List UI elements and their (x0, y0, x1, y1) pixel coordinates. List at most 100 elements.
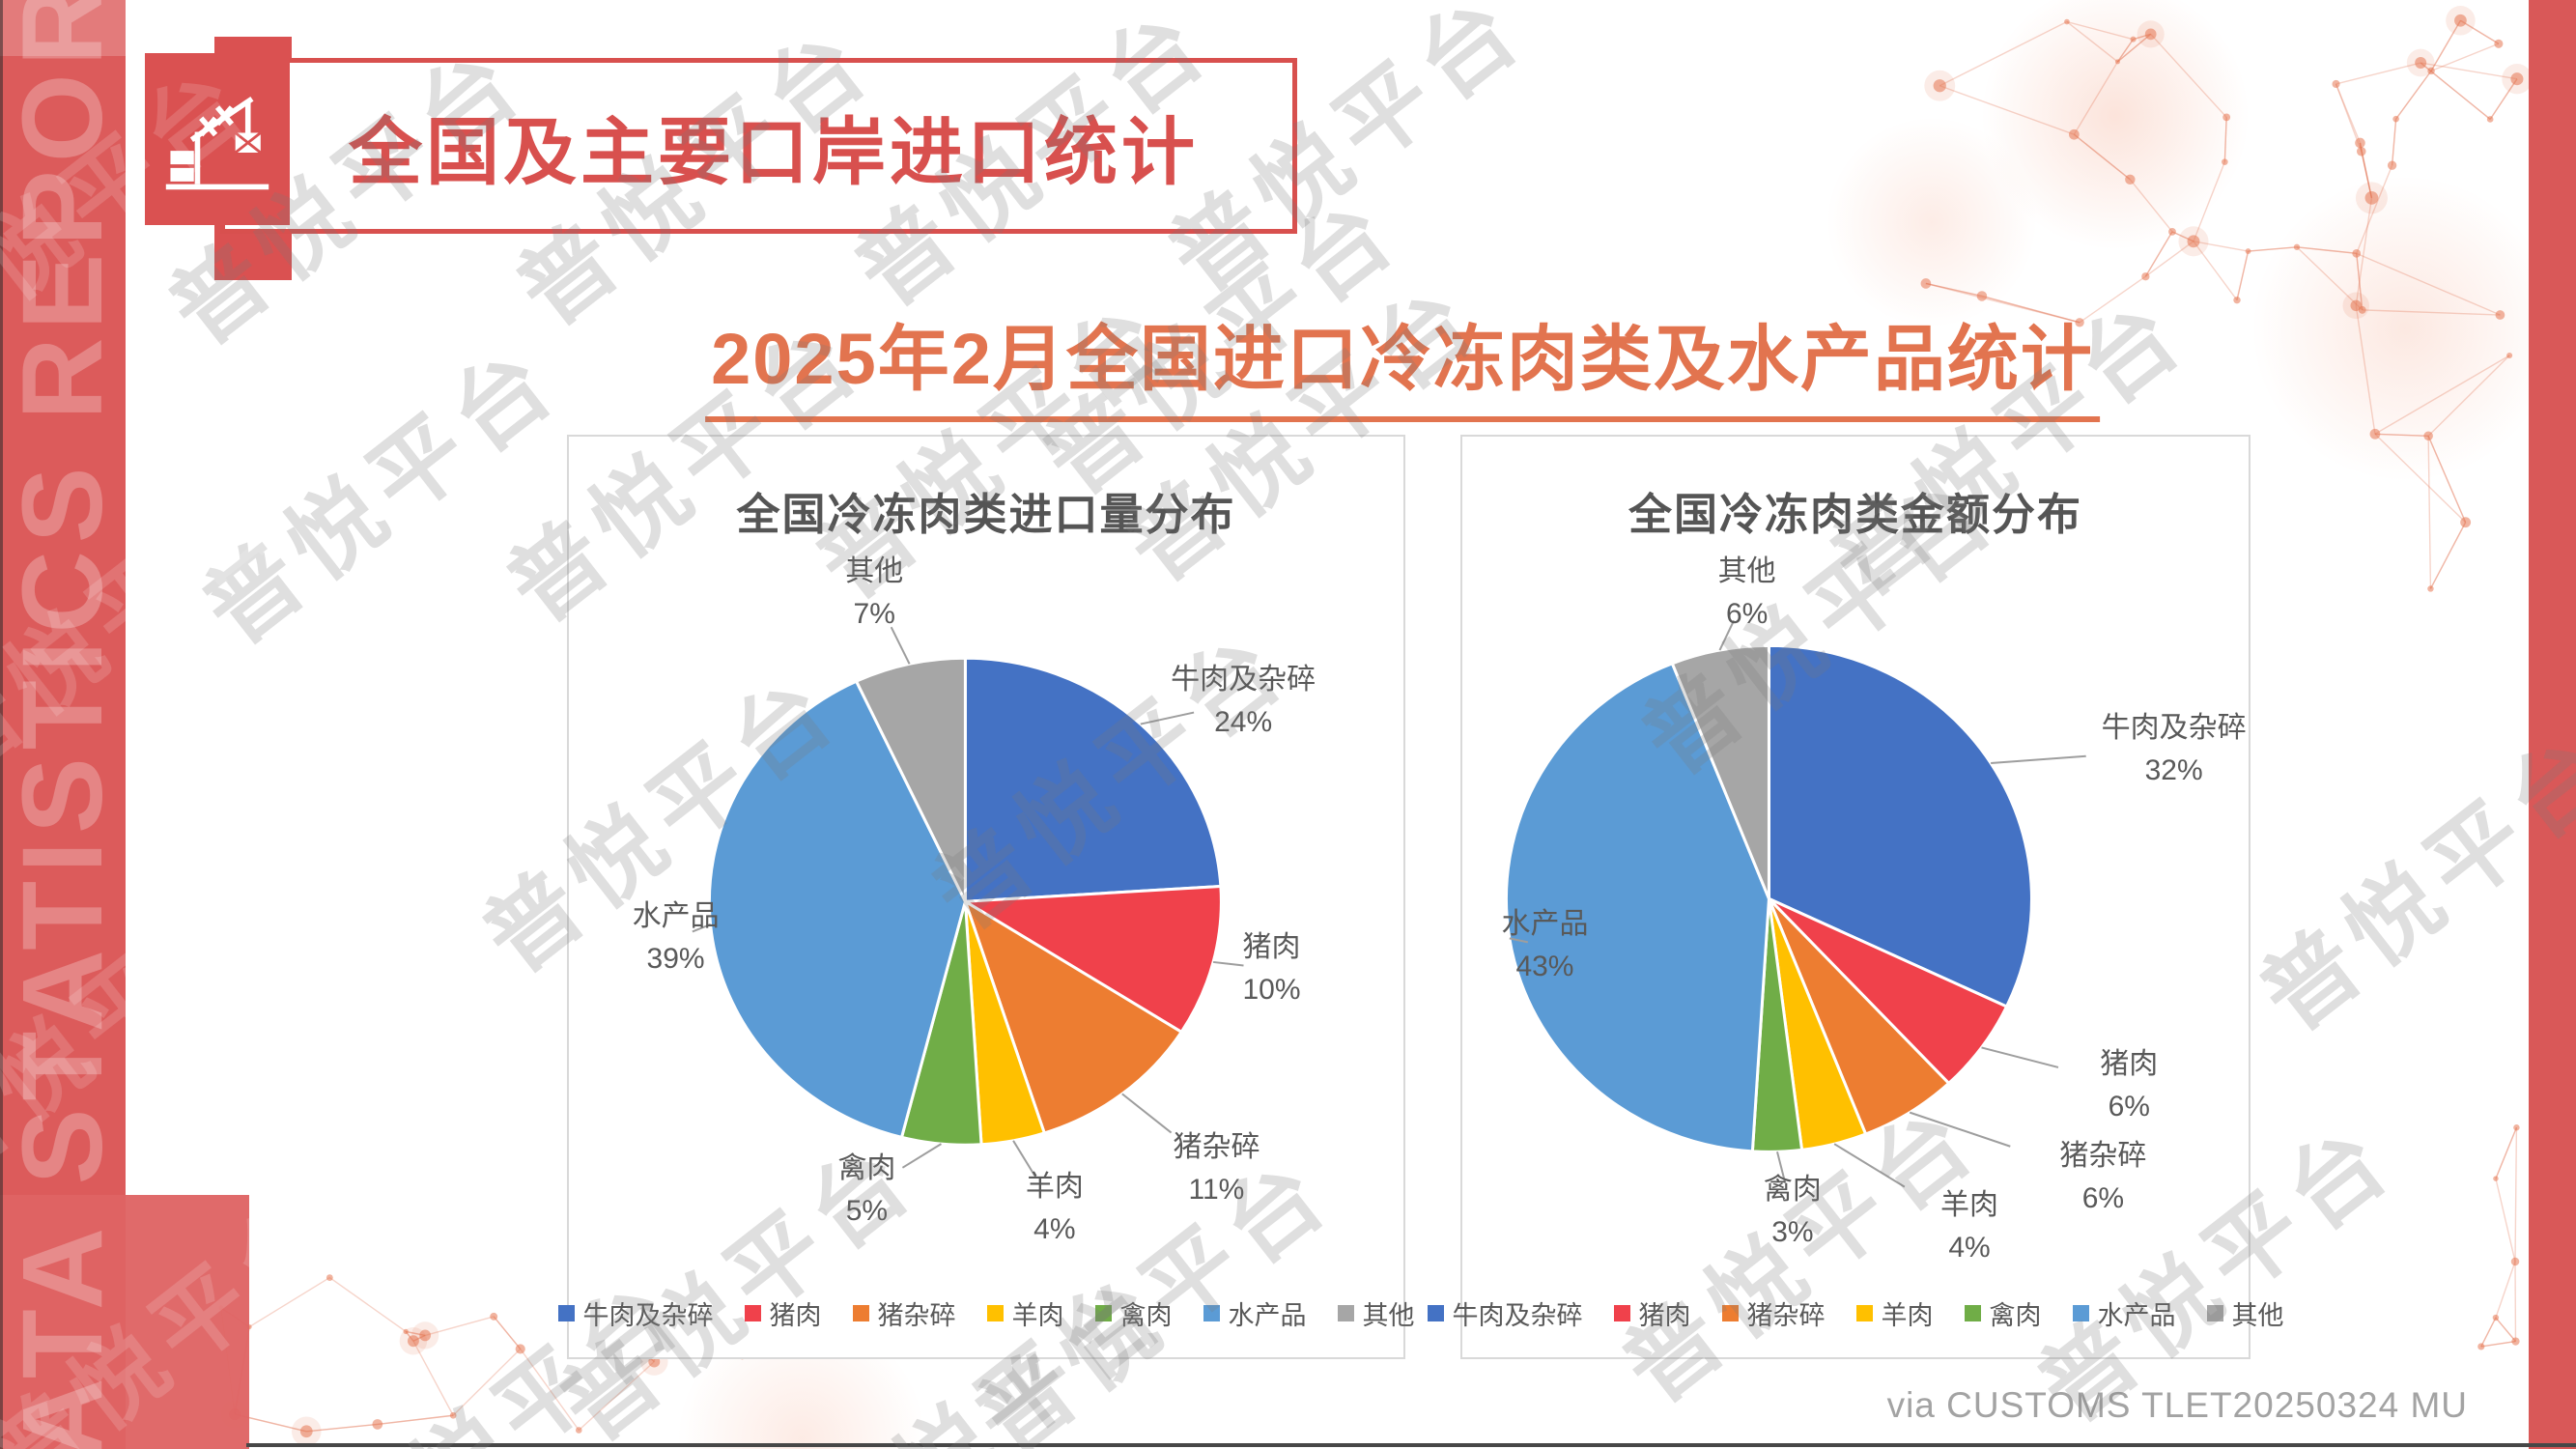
legend-swatch (1337, 1305, 1354, 1321)
chart-title: 全国冷冻肉类金额分布 (1628, 490, 2082, 539)
pie-data-label: 猪肉 10% (1242, 926, 1300, 1011)
pie-label-percent: 11% (1188, 1173, 1245, 1206)
page-title: 全国及主要口岸进口统计 (349, 112, 1199, 194)
chart-title: 全国冷冻肉类进口量分布 (736, 490, 1236, 539)
pie-label-category: 其他 (1717, 555, 1776, 587)
legend-label: 其他 (1362, 1301, 1415, 1330)
pie-label-category: 羊肉 (1940, 1188, 1999, 1221)
legend-swatch (2206, 1305, 2223, 1321)
pie-data-label: 其他 7% (845, 551, 903, 636)
pie-data-label: 猪杂碎 11% (1173, 1126, 1260, 1211)
pie-label-percent: 6% (2108, 1090, 2150, 1122)
glow-spot (1826, 116, 2038, 328)
legend-item: 羊肉 (1855, 1294, 1934, 1332)
pie-chart (1504, 619, 2086, 1188)
pie-data-label: 水产品 43% (1501, 903, 1588, 988)
legend-swatch (1094, 1305, 1112, 1321)
pie-data-label: 禽肉 3% (1764, 1169, 1822, 1254)
legend-swatch (1613, 1305, 1630, 1321)
pie-data-label: 羊肉 4% (1940, 1184, 1998, 1269)
legend-item: 水产品 (1203, 1294, 1307, 1332)
legend-swatch (986, 1305, 1004, 1321)
legend-label: 猪肉 (1638, 1301, 1691, 1330)
pie-label-category: 水产品 (1501, 908, 1589, 940)
pie-label-category: 羊肉 (1025, 1170, 1084, 1203)
pie-label-category: 水产品 (632, 900, 720, 933)
right-edge-red-strip (2529, 0, 2576, 1449)
label-leader-line (1140, 711, 1195, 725)
pie-label-percent: 3% (1771, 1216, 1814, 1249)
label-leader-line (1909, 1111, 2011, 1148)
crane-cargo-icon (165, 96, 269, 190)
label-leader-line (1833, 1143, 1906, 1188)
pie-slice (1767, 643, 2033, 1009)
legend-label: 牛肉及杂碎 (582, 1301, 714, 1330)
legend-swatch (744, 1305, 761, 1321)
pie-slice (855, 656, 967, 903)
legend-swatch (1964, 1305, 1981, 1321)
pie-label-percent: 4% (1948, 1231, 1991, 1264)
pie-slice (963, 899, 1183, 1135)
pie-label-percent: 10% (1242, 973, 1301, 1006)
pie-label-percent: 24% (1214, 706, 1273, 739)
source-attribution: via CUSTOMS TLET20250324 MU (1886, 1385, 2468, 1425)
pie-label-category: 牛肉及杂碎 (1171, 664, 1316, 696)
legend-item: 牛肉及杂碎 (557, 1294, 714, 1332)
legend-label: 猪杂碎 (1746, 1301, 1826, 1330)
legend-item: 羊肉 (986, 1294, 1064, 1332)
legend-swatch (852, 1305, 869, 1321)
bottom-edge-line (246, 1443, 2576, 1447)
legend-label: 牛肉及杂碎 (1452, 1301, 1583, 1330)
label-leader-line (890, 626, 911, 665)
legend-item: 其他 (1337, 1294, 1415, 1332)
label-leader-line (1776, 1151, 1787, 1183)
legend-item: 其他 (2206, 1294, 2284, 1332)
legend-label: 羊肉 (1881, 1301, 1934, 1330)
pie-data-label: 牛肉及杂碎 32% (2102, 707, 2247, 792)
legend-item: 猪肉 (1613, 1294, 1691, 1332)
legend-item: 禽肉 (1964, 1294, 2042, 1332)
sidebar-top-accent (0, 0, 126, 56)
pie-label-percent: 4% (1033, 1212, 1076, 1245)
legend-label: 猪肉 (769, 1301, 822, 1330)
header-title-box: 全国及主要口岸进口统计 (220, 58, 1297, 234)
legend-item: 猪杂碎 (1721, 1294, 1826, 1332)
legend-swatch (1855, 1305, 1873, 1321)
glow-spot (2250, 174, 2560, 483)
label-leader-line (901, 1143, 942, 1169)
label-leader-line (1121, 1093, 1173, 1134)
legend-item: 水产品 (2072, 1294, 2176, 1332)
chart-panel-volume: 全国冷冻肉类进口量分布 牛肉及杂碎 24% 猪肉 10% 猪杂碎 11% 羊肉 4% 禽肉 5% 水产… (557, 435, 1415, 1359)
pie-slice (707, 679, 967, 1139)
legend-label: 水产品 (2097, 1301, 2176, 1330)
legend-label: 水产品 (1228, 1301, 1307, 1330)
legend-item: 禽肉 (1094, 1294, 1173, 1332)
legend-label: 羊肉 (1011, 1301, 1064, 1330)
legend-label: 猪杂碎 (877, 1301, 956, 1330)
legend-label: 禽肉 (1119, 1301, 1173, 1330)
header-icon-box (145, 53, 290, 225)
glow-spot (1980, 0, 2250, 251)
pie-label-percent: 5% (845, 1194, 889, 1227)
chart-legend: 牛肉及杂碎 猪肉 猪杂碎 羊肉 禽肉 水产品 其他 (1427, 1294, 2284, 1332)
pie-data-label: 猪杂碎 6% (2059, 1135, 2146, 1220)
sidebar-vertical-text: DATA STATISTICS REPORT (0, 0, 127, 1449)
chart-legend: 牛肉及杂碎 猪肉 猪杂碎 羊肉 禽肉 水产品 其他 (557, 1294, 1415, 1332)
legend-swatch (1427, 1305, 1444, 1321)
subtitle: 2025年2月全国进口冷冻肉类及水产品统计 (705, 301, 2100, 422)
pie-label-category: 禽肉 (837, 1151, 896, 1184)
pie-chart (692, 626, 1244, 1177)
pie-slice (963, 656, 1223, 903)
pie-data-label: 牛肉及杂碎 24% (1171, 659, 1316, 744)
pie-label-category: 牛肉及杂碎 (2101, 712, 2247, 745)
pie-slice (963, 884, 1223, 1034)
legend-swatch (557, 1305, 575, 1321)
pie-label-percent: 6% (1725, 598, 1769, 630)
pie-label-percent: 32% (2144, 754, 2203, 787)
pie-label-percent: 6% (2081, 1182, 2125, 1215)
legend-swatch (1721, 1305, 1739, 1321)
pie-label-category: 猪肉 (2100, 1047, 2159, 1080)
legend-label: 禽肉 (1989, 1301, 2042, 1330)
pie-slice (1670, 643, 1770, 900)
